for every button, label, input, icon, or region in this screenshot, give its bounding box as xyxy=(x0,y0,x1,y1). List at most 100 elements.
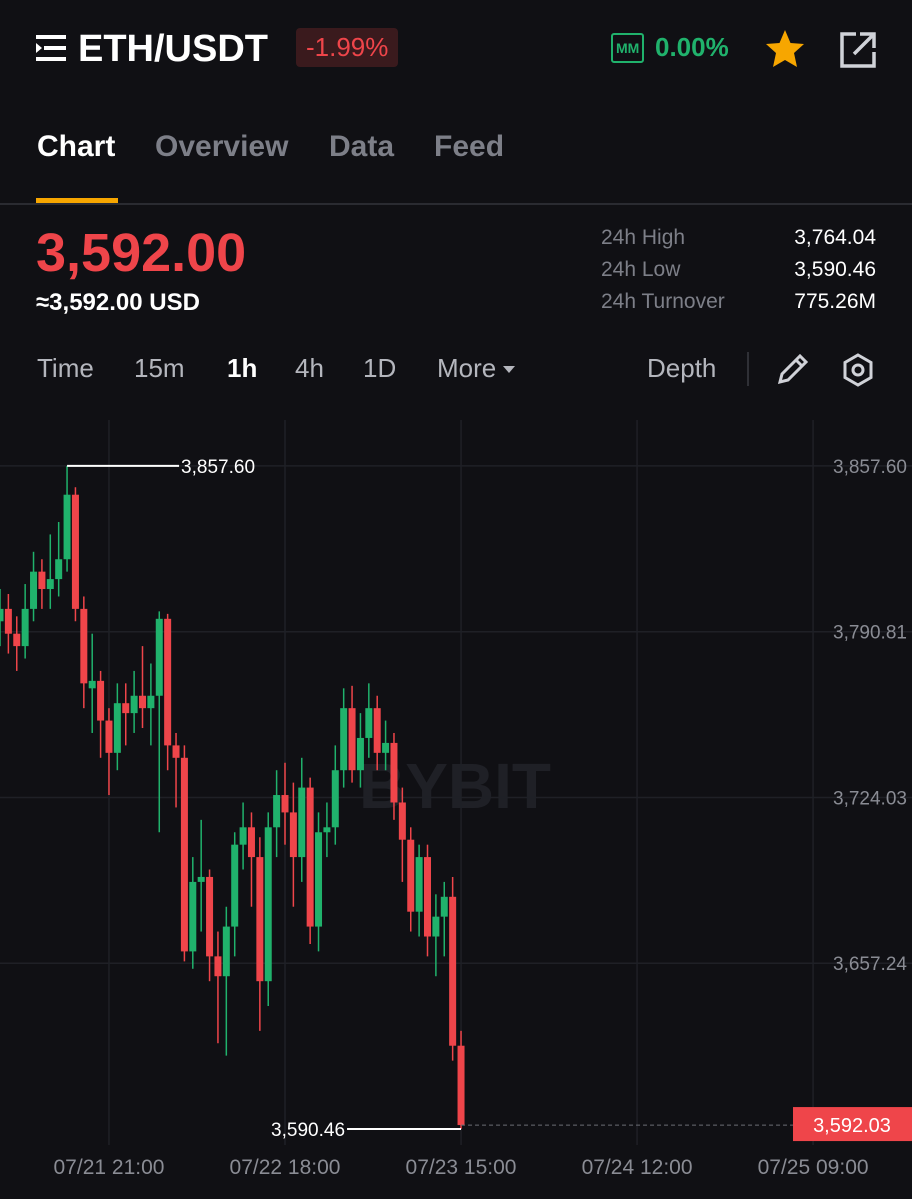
candle-body xyxy=(449,896,457,1046)
x-tick-label: 07/24 12:00 xyxy=(582,1156,693,1179)
stat-value: 3,764.04 xyxy=(794,226,876,249)
candle-body xyxy=(323,827,331,833)
tab[interactable]: Chart xyxy=(37,130,116,163)
candle-body xyxy=(256,857,264,982)
depth-button[interactable]: Depth xyxy=(647,353,717,383)
candle-body xyxy=(122,703,130,714)
candle-body xyxy=(172,745,180,758)
candle-body xyxy=(315,832,323,927)
candle-body xyxy=(340,708,348,771)
dropdown-caret xyxy=(503,366,515,373)
high-marker-label: 3,857.60 xyxy=(181,457,255,478)
candle-body xyxy=(46,579,54,590)
candle-body xyxy=(214,956,222,977)
interval[interactable]: Time xyxy=(37,353,94,383)
candle-body xyxy=(356,737,364,771)
separator xyxy=(747,352,749,386)
mm-badge[interactable]: MM xyxy=(611,33,645,63)
menu-icon[interactable] xyxy=(36,34,70,62)
stat-label: 24h High xyxy=(601,226,686,249)
candle-body xyxy=(80,608,88,684)
candle-body xyxy=(206,876,214,957)
candle-body xyxy=(457,1045,465,1126)
candle-body xyxy=(289,812,297,858)
candle-body xyxy=(164,618,172,746)
watermark: BYBIT xyxy=(359,750,551,822)
stat-label: 24h Turnover xyxy=(601,290,725,313)
x-tick-label: 07/22 18:00 xyxy=(230,1156,341,1179)
candle-body xyxy=(88,680,96,689)
stat-value: 775.26M xyxy=(794,290,876,313)
candle-body xyxy=(113,703,121,753)
candle-body xyxy=(30,571,38,609)
last-price-tag xyxy=(793,1107,912,1142)
candle-body xyxy=(139,695,146,709)
candle-body xyxy=(440,896,448,917)
interval[interactable]: 1h xyxy=(227,353,258,383)
last-price: 3,592.00 xyxy=(36,223,247,283)
x-tick-label: 07/25 09:00 xyxy=(758,1156,869,1179)
candle-body xyxy=(63,494,71,560)
x-tick-label: 07/23 15:00 xyxy=(406,1156,517,1179)
candle-body xyxy=(407,839,415,912)
candle-body xyxy=(365,708,373,738)
candle-body xyxy=(180,757,188,952)
mm-value: 0.00% xyxy=(655,32,729,62)
candle-body xyxy=(348,708,356,771)
y-tick-label: 3,657.24 xyxy=(833,954,907,975)
interval[interactable]: More xyxy=(437,353,497,383)
candle-body xyxy=(373,708,381,753)
candle-body xyxy=(197,876,205,882)
candle-body xyxy=(55,559,63,580)
candle-body xyxy=(189,881,197,952)
candle-body xyxy=(38,571,46,590)
y-tick-label: 3,857.60 xyxy=(833,457,907,478)
candle-body xyxy=(398,802,406,840)
candle-body xyxy=(239,827,247,845)
tab[interactable]: Overview xyxy=(155,130,289,163)
tab[interactable]: Data xyxy=(329,130,395,163)
candle-body xyxy=(390,742,398,803)
candle-body xyxy=(298,787,306,858)
candle-body xyxy=(0,608,4,622)
y-tick-label: 3,724.03 xyxy=(833,788,907,809)
candle-body xyxy=(222,926,230,977)
interval[interactable]: 15m xyxy=(134,353,185,383)
candle-body xyxy=(247,827,255,858)
interval[interactable]: 4h xyxy=(295,353,324,383)
candle-body xyxy=(147,695,155,709)
candle-body xyxy=(21,608,29,647)
candle-body xyxy=(13,633,21,647)
candle-body xyxy=(415,857,423,912)
tab[interactable]: Feed xyxy=(434,130,505,163)
stat-label: 24h Low xyxy=(601,258,681,281)
candle-body xyxy=(306,787,314,927)
candle-body xyxy=(130,695,138,714)
pair-title[interactable]: ETH/USDT xyxy=(78,28,268,70)
candle-body xyxy=(71,494,79,609)
settings-icon[interactable] xyxy=(840,352,876,388)
draw-icon[interactable] xyxy=(776,352,810,386)
candle-body xyxy=(4,608,12,634)
candle-body xyxy=(432,916,440,937)
candle-body xyxy=(273,795,281,828)
candle-body xyxy=(231,844,239,927)
y-tick-label: 3,790.81 xyxy=(833,623,907,644)
candle-body xyxy=(97,680,105,721)
candle-body xyxy=(264,827,272,982)
usd-price: ≈3,592.00 USD xyxy=(36,289,200,316)
candle-body xyxy=(105,720,113,753)
interval[interactable]: 1D xyxy=(363,353,397,383)
candle-body xyxy=(155,618,163,696)
candle-body xyxy=(382,742,390,753)
share-icon[interactable] xyxy=(838,30,878,70)
divider xyxy=(0,203,912,205)
x-tick-label: 07/21 21:00 xyxy=(54,1156,165,1179)
change-badge: -1.99% xyxy=(296,28,399,67)
favorite-star[interactable] xyxy=(764,28,806,70)
candle-body xyxy=(281,795,289,813)
candle-body xyxy=(331,770,339,828)
low-marker-label: 3,590.46 xyxy=(271,1120,345,1141)
tab-indicator xyxy=(36,198,118,203)
